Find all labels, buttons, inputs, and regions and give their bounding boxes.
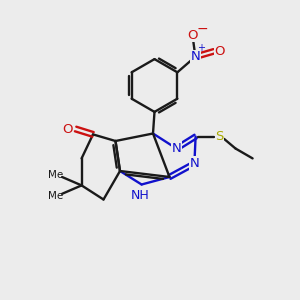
Text: O: O <box>188 28 198 42</box>
Text: NH: NH <box>131 189 149 203</box>
Text: N: N <box>190 50 200 63</box>
Text: −: − <box>196 22 208 36</box>
Text: O: O <box>215 45 225 58</box>
Text: S: S <box>215 130 224 143</box>
Text: Me: Me <box>48 169 63 180</box>
Text: N: N <box>190 157 199 170</box>
Text: Me: Me <box>48 191 63 201</box>
Text: O: O <box>62 122 73 136</box>
Text: +: + <box>197 43 205 53</box>
Text: N: N <box>172 142 181 155</box>
